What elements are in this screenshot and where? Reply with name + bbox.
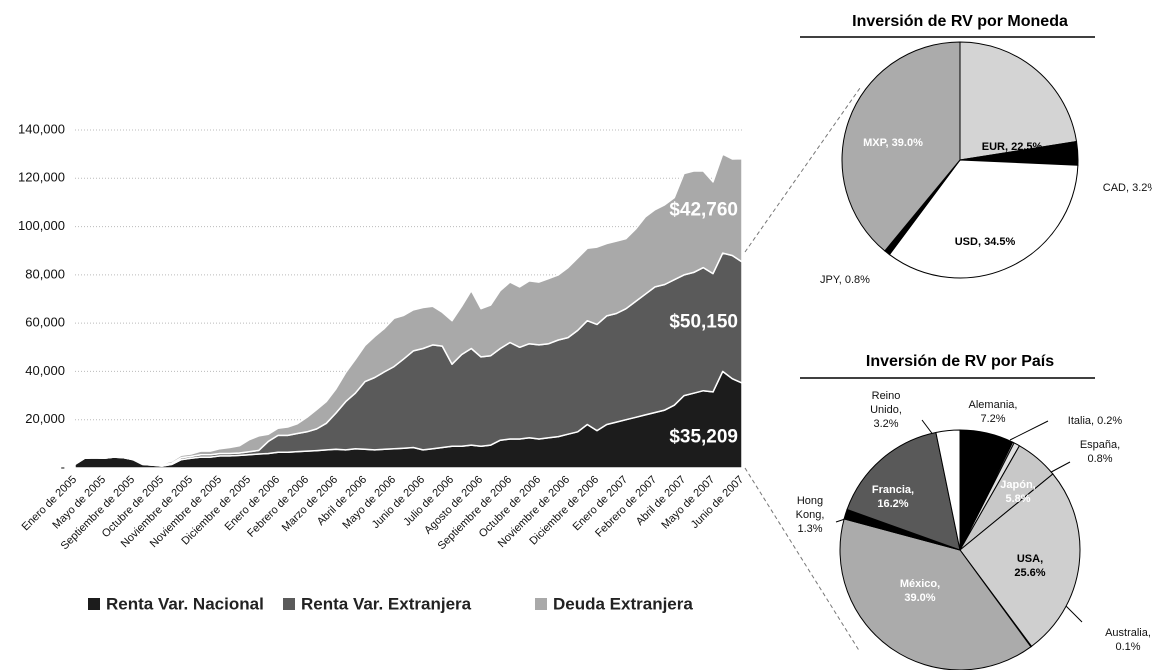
- legend-label: Renta Var. Nacional: [106, 594, 264, 613]
- y-tick-label: 40,000: [25, 363, 65, 378]
- y-tick-label: 60,000: [25, 315, 65, 330]
- value-label: $42,760: [669, 199, 738, 220]
- pie-label: España, 0.8%: [1079, 439, 1121, 465]
- pie-label: MXP, 39.0%: [863, 137, 923, 149]
- pie-slice: [846, 431, 961, 551]
- pie-slice: [841, 41, 961, 252]
- pie-label: Francia, 16.2%: [871, 484, 915, 510]
- legend-swatch: [88, 598, 100, 610]
- zoom-line: [744, 87, 861, 253]
- y-tick-label: 140,000: [18, 121, 65, 136]
- pie-slice: [959, 473, 1081, 648]
- pie-label: Hong Kong, 1.3%: [795, 495, 825, 535]
- pie-title: Inversión de RV por País: [866, 353, 1054, 370]
- pie-slice: [888, 159, 1079, 279]
- legend-label: Deuda Extranjera: [553, 594, 693, 613]
- y-tick-label: 120,000: [18, 170, 65, 185]
- value-label: $50,150: [669, 311, 738, 332]
- y-tick-label: -: [61, 459, 65, 474]
- pie-label: Italia, 0.2%: [1067, 415, 1123, 427]
- area: [74, 153, 743, 466]
- legend-label: Renta Var. Extranjera: [301, 594, 472, 613]
- pie-label: Japón, 5.8%: [1000, 479, 1036, 505]
- legend-swatch: [283, 598, 295, 610]
- leader-line: [1009, 420, 1049, 441]
- zoom-line: [744, 467, 861, 653]
- pie-label: Reino Unido, 3.2%: [870, 390, 902, 430]
- pie-label: USD, 34.5%: [954, 236, 1016, 248]
- pie-slice: [839, 518, 1032, 670]
- y-tick-label: 80,000: [25, 266, 65, 281]
- pie-label: Alemania, 7.2%: [968, 399, 1018, 425]
- x-tick-label: Junio de 2007: [689, 474, 746, 531]
- y-tick-label: 20,000: [25, 411, 65, 426]
- pie-slice: [959, 41, 1078, 161]
- pie-label: USA, 25.6%: [1014, 553, 1046, 579]
- pie-slice: [935, 429, 961, 551]
- pie-label: JPY, 0.8%: [820, 274, 870, 286]
- pie-label: México, 39.0%: [899, 578, 941, 604]
- y-tick-label: 100,000: [18, 218, 65, 233]
- pie-label: EUR, 22.5%: [981, 141, 1043, 153]
- pie-label: Australia, 0.1%: [1105, 627, 1151, 653]
- value-label: $35,209: [669, 427, 738, 448]
- pie-title: Inversión de RV por Moneda: [852, 13, 1068, 30]
- pie-label: CAD, 3.2%: [1102, 182, 1152, 194]
- legend-swatch: [535, 598, 547, 610]
